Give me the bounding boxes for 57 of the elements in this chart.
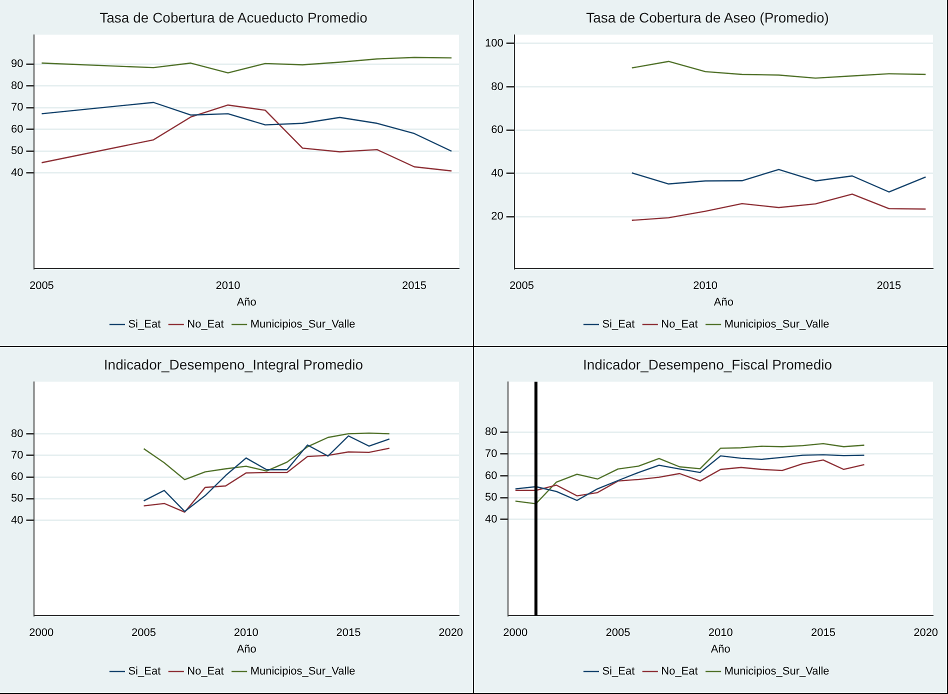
y-tick-label: 60 (484, 470, 498, 482)
y-tick-label: 50 (10, 492, 24, 505)
y-tick-label: 40 (10, 514, 24, 526)
legend-label: No_Eat (187, 666, 224, 678)
legend-label: Municipios_Sur_Valle (724, 666, 830, 678)
x-tick-label: 2020 (914, 627, 938, 640)
y-tick-label: 80 (484, 426, 498, 438)
y-tick-label: 60 (10, 471, 24, 484)
y-tick-label: 80 (10, 80, 24, 92)
y-tick-label: 40 (491, 167, 504, 180)
legend-label: Municipios_Sur_Valle (724, 318, 830, 331)
x-axis-title: Año (236, 296, 256, 308)
y-tick-label: 50 (484, 492, 498, 504)
y-tick-label: 70 (484, 448, 498, 460)
x-tick-label: 2005 (509, 280, 534, 292)
x-axis-title: Año (236, 643, 256, 656)
x-tick-label: 2005 (132, 627, 156, 640)
legend-label: No_Eat (187, 318, 224, 331)
legend-label: Municipios_Sur_Valle (250, 666, 356, 678)
legend-label: Si_Eat (128, 318, 161, 331)
x-tick-label: 2015 (876, 280, 902, 292)
legend-label: No_Eat (661, 666, 698, 678)
y-tick-label: 20 (491, 210, 504, 223)
x-tick-label: 2010 (216, 280, 240, 292)
x-tick-label: 2020 (438, 627, 464, 640)
x-axis-title: Año (710, 643, 730, 656)
x-tick-label: 2005 (606, 627, 630, 640)
x-tick-label: 2015 (810, 627, 836, 640)
chart-title: Indicador_Desempeno_Integral Promedio (104, 356, 364, 372)
x-tick-label: 2015 (402, 280, 427, 292)
legend-label: Si_Eat (602, 666, 635, 678)
y-tick-label: 50 (10, 145, 24, 158)
x-tick-label: 2010 (708, 627, 733, 640)
x-tick-label: 2015 (336, 627, 361, 640)
x-tick-label: 2005 (29, 280, 54, 292)
y-tick-label: 80 (10, 428, 24, 440)
x-axis-title: Año (714, 296, 734, 308)
y-tick-label: 70 (10, 102, 24, 114)
legend-label: Si_Eat (128, 666, 161, 678)
x-tick-label: 2000 (503, 627, 528, 640)
y-tick-label: 60 (10, 123, 24, 136)
x-tick-label: 2000 (29, 627, 54, 640)
legend-label: Si_Eat (602, 318, 635, 331)
legend-label: Municipios_Sur_Valle (250, 318, 356, 331)
y-tick-label: 80 (491, 80, 504, 93)
chart-title: Tasa de Cobertura de Acueducto Promedio (100, 9, 368, 26)
chart-title: Indicador_Desempeno_Fiscal Promedio (582, 356, 832, 372)
y-tick-label: 40 (484, 513, 498, 526)
legend-label: No_Eat (661, 318, 698, 331)
y-tick-label: 90 (10, 58, 24, 70)
y-tick-label: 100 (484, 37, 504, 50)
x-tick-label: 2010 (234, 627, 258, 640)
x-tick-label: 2010 (693, 280, 718, 292)
y-tick-label: 70 (10, 449, 24, 462)
y-tick-label: 40 (10, 166, 24, 179)
y-tick-label: 60 (491, 124, 504, 136)
chart-title: Tasa de Cobertura de Aseo (Promedio) (586, 9, 829, 26)
